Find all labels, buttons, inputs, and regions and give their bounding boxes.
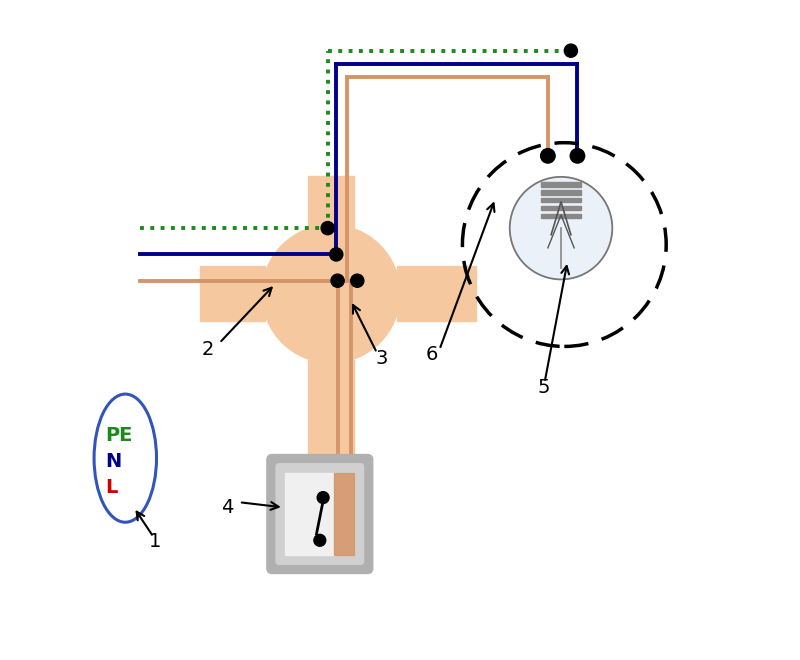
Text: 5: 5 (537, 378, 550, 397)
Circle shape (262, 225, 400, 363)
Circle shape (330, 248, 343, 261)
Text: PE: PE (106, 426, 133, 445)
Circle shape (314, 535, 326, 546)
Text: L: L (106, 478, 118, 497)
Text: 4: 4 (221, 498, 234, 517)
Circle shape (510, 177, 612, 279)
FancyBboxPatch shape (334, 473, 354, 555)
FancyBboxPatch shape (308, 360, 354, 465)
FancyBboxPatch shape (397, 266, 475, 321)
FancyBboxPatch shape (542, 182, 581, 187)
Circle shape (350, 274, 364, 287)
FancyBboxPatch shape (286, 473, 354, 555)
FancyBboxPatch shape (199, 266, 266, 321)
FancyBboxPatch shape (542, 206, 581, 211)
FancyBboxPatch shape (267, 455, 373, 574)
Text: N: N (106, 452, 122, 471)
Circle shape (317, 492, 329, 504)
FancyBboxPatch shape (276, 464, 363, 564)
Circle shape (564, 44, 578, 57)
Circle shape (321, 222, 334, 235)
Circle shape (541, 148, 555, 163)
Circle shape (331, 274, 344, 287)
FancyBboxPatch shape (308, 176, 354, 228)
FancyBboxPatch shape (542, 190, 581, 195)
Text: 3: 3 (375, 349, 388, 368)
FancyBboxPatch shape (542, 198, 581, 203)
Text: 6: 6 (426, 345, 438, 364)
Text: 1: 1 (150, 532, 162, 551)
FancyBboxPatch shape (542, 214, 581, 218)
Text: 2: 2 (202, 340, 214, 359)
Circle shape (570, 148, 585, 163)
